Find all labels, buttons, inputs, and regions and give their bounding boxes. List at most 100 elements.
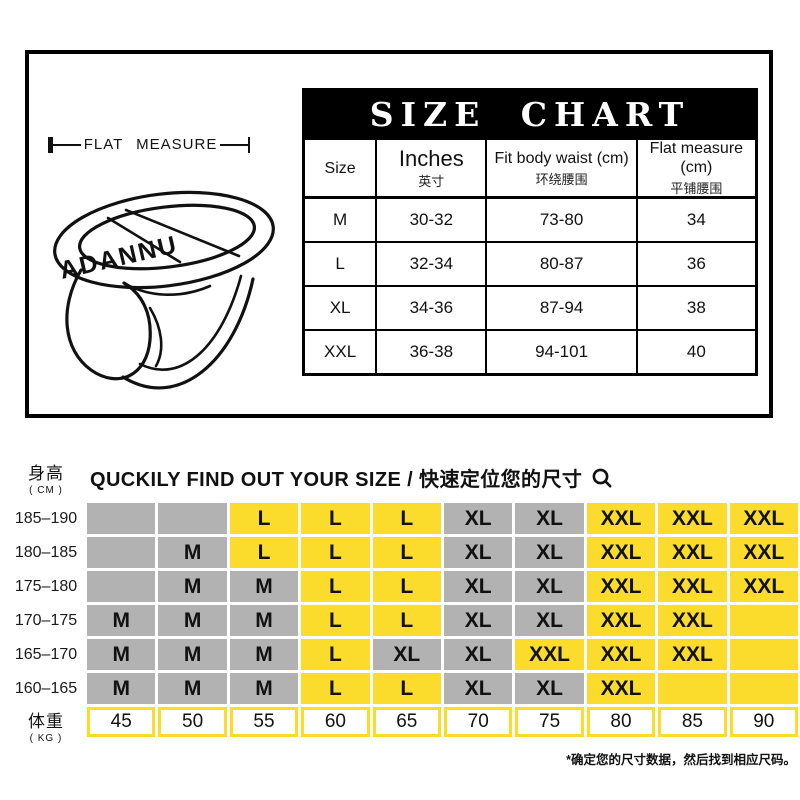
size-grid-cell: XL [444,503,513,534]
size-grid-cell: XL [444,537,513,568]
size-grid-cell: M [87,605,156,636]
size-grid-cell [729,673,798,704]
size-grid-cell: XXL [729,571,798,602]
size-grid-cell: L [372,605,441,636]
height-range-label: 180–185 [14,543,78,561]
height-range-label: 160–165 [14,679,78,697]
size-grid-cell: XXL [729,537,798,568]
size-grid-cell: XXL [658,571,727,602]
size-chart-row: L 32-34 80-87 36 [305,241,755,285]
height-axis-label: 身高 ( CM ) [8,459,84,496]
size-chart-col-header: Inches 英寸 [375,140,485,196]
size-grid-cell: L [372,673,441,704]
size-chart-cell: XL [329,298,351,317]
size-grid-cell: M [158,639,227,670]
size-grid-cell: L [372,571,441,602]
size-grid-cell: M [87,673,156,704]
size-grid-cell [729,639,798,670]
size-grid-cell: M [158,571,227,602]
size-finder: 身高 ( CM ) QUCKILY FIND OUT YOUR SIZE / 快… [8,456,798,768]
size-chart-cell: 38 [635,287,755,329]
size-chart-row: XXL 36-38 94-101 40 [305,329,755,373]
size-grid-cell: XL [444,605,513,636]
size-grid-cell: XXL [586,503,656,534]
weight-cell: 80 [586,707,656,737]
size-grid-cell: XL [515,673,584,704]
size-chart-rows: M 30-32 73-80 34 L 32-34 80-87 36 XL 34-36 87-94 38… [305,199,755,373]
size-chart-cell: 32-34 [375,243,485,285]
size-grid-cell: XL [515,503,584,534]
size-chart-body: Size Inches 英寸 Fit body waist (cm) 环绕腰围 Flat … [302,140,758,376]
size-chart-cell: M [333,210,348,229]
col-header-zh: 平铺腰围 [670,181,723,196]
size-grid-cell [729,605,798,636]
flat-measure-label: FLAT MEASURE [83,136,218,153]
size-grid-cell: M [229,673,299,704]
jockstrap-illustration: ADANNU [53,190,275,390]
size-grid-cell: M [229,571,299,602]
weight-axis-label: 体重 ( KG ) [8,707,84,744]
size-grid-cell: XL [515,605,584,636]
col-header-zh: 英寸 [418,173,445,189]
col-header-zh: 环绕腰围 [535,171,588,187]
weight-cell: 75 [515,707,584,737]
height-label: 身高 [28,463,64,483]
size-grid-cell: M [87,639,156,670]
size-grid-cell: L [372,537,441,568]
size-grid-cell: XL [444,571,513,602]
size-grid-cell: M [229,639,299,670]
finder-title: QUCKILY FIND OUT YOUR SIZE / 快速定位您的尺寸 [90,463,613,492]
size-chart-header-row: Size Inches 英寸 Fit body waist (cm) 环绕腰围 Flat … [305,140,755,199]
size-grid-cell: L [301,537,370,568]
size-grid-cell [87,503,156,534]
size-chart-title: SIZE CHART [302,88,758,140]
weight-cell: 65 [372,707,441,737]
finder-title-text: QUCKILY FIND OUT YOUR SIZE / 快速定位您的尺寸 [90,468,583,491]
size-chart-cell: 30-32 [375,199,485,241]
size-chart-cell: 94-101 [485,331,635,373]
weight-cell: 60 [301,707,370,737]
size-grid-cell: XXL [658,503,727,534]
measure-line [220,143,249,146]
weight-cell: 55 [229,707,299,737]
size-grid-cell: XL [444,639,513,670]
weight-label: 体重 [28,712,64,731]
size-grid-cell: XL [515,537,584,568]
height-unit: ( CM ) [29,484,63,496]
size-grid-cell: L [229,503,299,534]
size-grid-cell: XL [372,639,441,670]
size-grid-cell: XXL [586,639,656,670]
size-chart-cell: 40 [635,331,755,373]
height-range-label: 170–175 [14,611,78,629]
measure-tick-left [48,136,53,153]
weight-cell: 70 [444,707,513,737]
size-grid-cell: XXL [586,537,656,568]
measure-line [53,143,81,146]
weight-cell: 85 [658,707,727,737]
size-grid-cell: L [229,537,299,568]
weight-cell: 50 [158,707,227,737]
size-grid-cell: M [158,537,227,568]
size-grid-cell: XXL [586,673,656,704]
size-grid-cell: M [158,605,227,636]
size-chart-col-header: Flat measure (cm) 平铺腰围 [635,140,755,196]
size-grid-cell: L [301,503,370,534]
size-chart-cell: 73-80 [485,199,635,241]
size-grid-cell: L [301,605,370,636]
size-grid-cell [158,503,227,534]
size-chart-cell: L [335,254,345,273]
size-grid-cell: XXL [658,537,727,568]
size-chart-col-header: Size [305,140,375,196]
size-grid-cell: XXL [729,503,798,534]
size-grid-cell: XXL [658,639,727,670]
magnifier-icon [591,467,613,489]
top-frame [25,50,773,418]
size-chart-cell: XXL [324,342,357,361]
size-grid-cell [87,537,156,568]
size-grid-cell: XXL [515,639,584,670]
size-chart-cell: 34 [635,199,755,241]
finder-header: 身高 ( CM ) QUCKILY FIND OUT YOUR SIZE / 快… [8,456,798,498]
weight-unit: ( KG ) [29,733,63,744]
size-grid-cell: XXL [586,605,656,636]
